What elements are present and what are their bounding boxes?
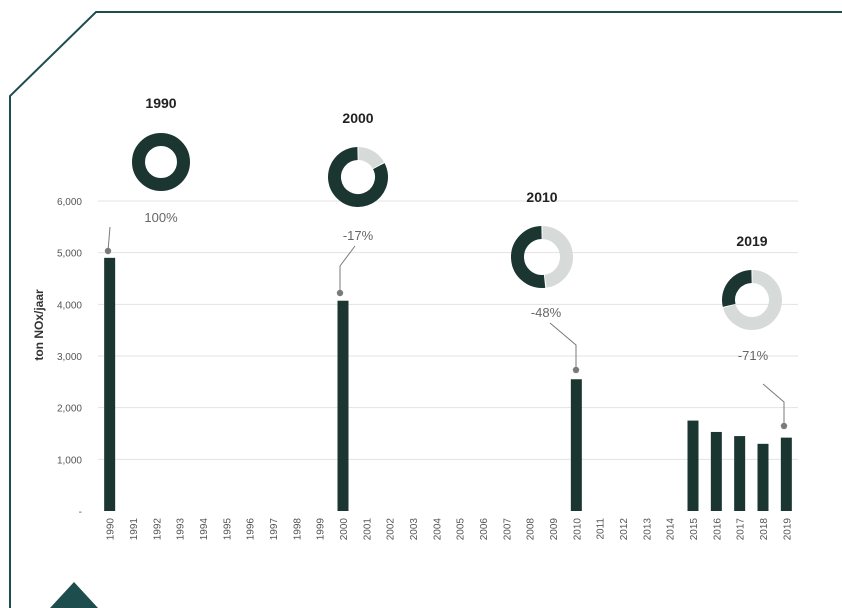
donut-light-slice [723,270,782,330]
y-tick-label: 5,000 [57,249,82,260]
annotations: 1990 100% 2000 -17% 2010 -48% 2019 -71% [104,95,788,430]
x-tick-label: 1991 [129,518,140,541]
x-tick-label: 1999 [316,518,327,541]
donut-dark-slice [328,147,388,207]
y-tick-label: 3,000 [57,352,82,363]
callout-line [762,383,785,426]
bar-2016 [710,431,722,511]
callout-dot [780,422,788,430]
percent-label: -71% [738,348,769,363]
x-tick-label: 2006 [479,518,490,541]
percent-label: -48% [531,305,562,320]
bar-2017 [734,436,746,511]
gridlines [98,200,798,460]
x-tick-label: 2004 [432,518,443,541]
x-tick-label: 1995 [222,518,233,541]
x-tick-label: 2015 [689,518,700,541]
donut-light-slice [357,147,384,169]
bars [104,257,792,511]
year-title: 2010 [526,189,557,205]
frame-border [9,11,842,608]
x-tick-label: 2010 [572,518,583,541]
x-tick-label: 2016 [712,518,723,541]
x-tick-label: 1990 [106,518,117,541]
donut-dark-slice [511,226,546,288]
y-tick-label: 1,000 [57,455,82,466]
x-tick-label: 1998 [292,518,303,541]
x-tick-label: 2003 [409,518,420,541]
donut-dark-slice [132,133,190,191]
triangle-icon [50,582,98,608]
bar-1990 [104,257,116,511]
x-tick-label: 2008 [526,518,537,541]
bar-2000 [337,300,349,511]
x-tick-label: 2007 [502,518,513,541]
bar-2018 [757,443,769,511]
annotation-1990: 1990 100% [104,95,190,255]
y-tick-label: - [79,507,82,518]
x-tick-label: 1993 [176,518,187,541]
x-tick-label: 2014 [666,518,677,541]
callout-line [107,226,111,252]
bar-2019 [780,437,792,511]
x-tick-label: 2009 [549,518,560,541]
y-tick-label: 2,000 [57,404,82,415]
y-tick-label: 6,000 [57,197,82,208]
x-tick-label: 2002 [386,518,397,541]
annotation-2000: 2000 -17% [328,110,388,297]
callout-line [339,245,356,293]
x-tick-label: 2000 [339,518,350,541]
year-title: 2019 [736,233,767,249]
x-tick-label: 2019 [782,518,793,541]
x-tick-label: 2012 [619,518,630,541]
annotation-2019: 2019 -71% [722,233,788,430]
donut-light-slice [541,226,573,288]
x-tick-label: 2017 [736,518,747,541]
percent-label: -17% [343,228,374,243]
x-tick-label: 1994 [199,518,210,541]
donut-dark-slice [722,270,753,307]
x-tick-label: 2013 [642,518,653,541]
x-tick-label: 1992 [152,518,163,541]
x-tick-label: 2001 [362,518,373,541]
bar-2010 [570,379,582,511]
callout-dot [572,366,580,374]
annotation-2010: 2010 -48% [511,189,580,374]
x-tick-label: 1997 [269,518,280,541]
percent-label: 100% [144,210,178,225]
y-axis-label: ton NOx/jaar [32,289,46,361]
bar-2015 [687,420,699,511]
y-axis-ticks: - 1,000 2,000 3,000 4,000 5,000 6,000 [57,197,82,518]
callout-line [549,322,577,370]
callout-dot [336,289,344,297]
x-axis-ticks: 1990 1991 1992 1993 1994 1995 1996 1997 1998 1999… [106,518,794,541]
year-title: 1990 [145,95,176,111]
y-tick-label: 4,000 [57,300,82,311]
x-tick-label: 2005 [456,518,467,541]
year-title: 2000 [342,110,373,126]
x-tick-label: 2018 [759,518,770,541]
callout-dot [104,247,112,255]
x-tick-label: 2011 [596,518,607,540]
x-tick-label: 1996 [246,518,257,541]
